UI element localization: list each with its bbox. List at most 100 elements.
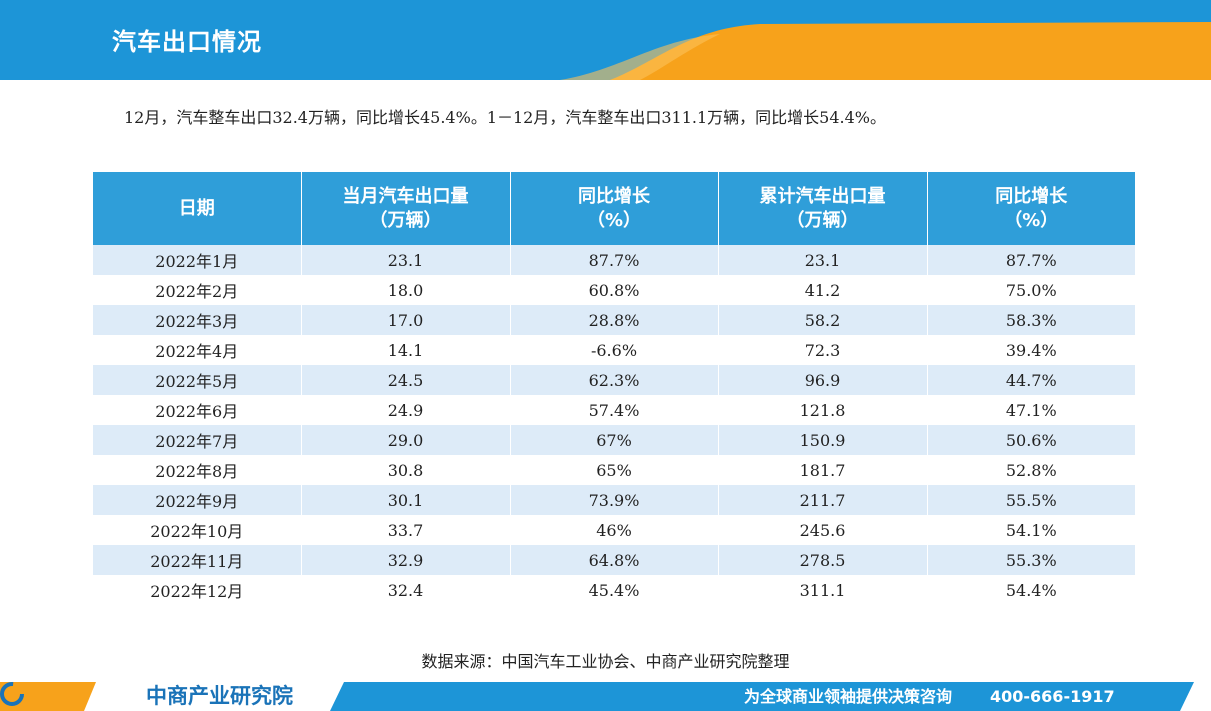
table-cell: 30.8: [301, 455, 511, 485]
table-cell: 50.6%: [927, 425, 1135, 455]
table-row: 2022年12月 32.4 45.4% 311.1 54.4%: [93, 575, 1135, 605]
table-cell: 87.7%: [927, 245, 1135, 275]
table-row: 2022年8月 30.8 65% 181.7 52.8%: [93, 455, 1135, 485]
table-cell: 44.7%: [927, 365, 1135, 395]
table-cell: 45.4%: [510, 575, 719, 605]
column-header-unit: （万辆）: [369, 209, 442, 231]
footer-bar: 中商产业研究院 为全球商业领袖提供决策咨询 400-666-1917: [0, 682, 1211, 711]
table-cell: 46%: [510, 515, 719, 545]
table-row: 2022年9月 30.1 73.9% 211.7 55.5%: [93, 485, 1135, 515]
table-cell: 60.8%: [510, 275, 719, 305]
column-header: 日期: [93, 172, 302, 245]
table-cell: 2022年2月: [93, 275, 302, 305]
table-cell: -6.6%: [510, 335, 719, 365]
table-cell: 65%: [510, 455, 719, 485]
table-cell: 24.5: [301, 365, 511, 395]
table-cell: 18.0: [301, 275, 511, 305]
table-cell: 2022年9月: [93, 485, 302, 515]
table-cell: 30.1: [301, 485, 511, 515]
zhongshang-logo-icon: [0, 682, 24, 706]
table-row: 2022年10月 33.7 46% 245.6 54.1%: [93, 515, 1135, 545]
column-header: 同比增长 （%）: [510, 172, 719, 245]
table-row: 2022年5月 24.5 62.3% 96.9 44.7%: [93, 365, 1135, 395]
table-cell: 311.1: [718, 575, 928, 605]
table-row: 2022年3月 17.0 28.8% 58.2 58.3%: [93, 305, 1135, 335]
table-cell: 54.4%: [927, 575, 1135, 605]
table-cell: 67%: [510, 425, 719, 455]
header-background: [0, 0, 1211, 80]
column-header: 累计汽车出口量 （万辆）: [718, 172, 928, 245]
column-header-unit: （万辆）: [786, 209, 859, 231]
table-cell: 41.2: [718, 275, 928, 305]
column-header: 同比增长 （%）: [927, 172, 1135, 245]
table-cell: 72.3: [718, 335, 928, 365]
table-row: 2022年2月 18.0 60.8% 41.2 75.0%: [93, 275, 1135, 305]
table-cell: 62.3%: [510, 365, 719, 395]
table-cell: 23.1: [718, 245, 928, 275]
table-row: 2022年6月 24.9 57.4% 121.8 47.1%: [93, 395, 1135, 425]
table-cell: 58.3%: [927, 305, 1135, 335]
table-cell: 2022年6月: [93, 395, 302, 425]
table-cell: 181.7: [718, 455, 928, 485]
summary-text: 12月，汽车整车出口32.4万辆，同比增长45.4%。1－12月，汽车整车出口3…: [124, 108, 886, 127]
column-header-unit: （%）: [586, 209, 642, 231]
column-header-label: 同比增长: [995, 185, 1068, 207]
phone-number: 400-666-1917: [990, 687, 1115, 706]
table-cell: 2022年1月: [93, 245, 302, 275]
table-cell: 73.9%: [510, 485, 719, 515]
page-title: 汽车出口情况: [112, 28, 262, 56]
table-cell: 2022年12月: [93, 575, 302, 605]
table-cell: 2022年3月: [93, 305, 302, 335]
table-cell: 24.9: [301, 395, 511, 425]
table-cell: 211.7: [718, 485, 928, 515]
table-cell: 55.5%: [927, 485, 1135, 515]
header-banner: 汽车出口情况: [0, 0, 1211, 80]
slogan-text: 为全球商业领袖提供决策咨询: [744, 687, 953, 706]
table-cell: 57.4%: [510, 395, 719, 425]
table-cell: 58.2: [718, 305, 928, 335]
table-row: 2022年1月 23.1 87.7% 23.1 87.7%: [93, 245, 1135, 275]
table-cell: 2022年11月: [93, 545, 302, 575]
table-cell: 54.1%: [927, 515, 1135, 545]
column-header-label: 同比增长: [578, 185, 650, 207]
table-cell: 28.8%: [510, 305, 719, 335]
table-cell: 2022年8月: [93, 455, 302, 485]
column-header-label: 累计汽车出口量: [759, 185, 886, 207]
table-cell: 2022年5月: [93, 365, 302, 395]
table-cell: 33.7: [301, 515, 511, 545]
table-row: 2022年7月 29.0 67% 150.9 50.6%: [93, 425, 1135, 455]
table-header-row: 日期 当月汽车出口量 （万辆） 同比增长 （%） 累计汽车出口量 （万辆） 同比增长 （%）: [93, 172, 1135, 245]
table-cell: 29.0: [301, 425, 511, 455]
table-cell: 64.8%: [510, 545, 719, 575]
table-cell: 75.0%: [927, 275, 1135, 305]
table-cell: 23.1: [301, 245, 511, 275]
table-cell: 39.4%: [927, 335, 1135, 365]
table-cell: 52.8%: [927, 455, 1135, 485]
table-cell: 47.1%: [927, 395, 1135, 425]
table-cell: 87.7%: [510, 245, 719, 275]
table-cell: 245.6: [718, 515, 928, 545]
table-cell: 14.1: [301, 335, 511, 365]
table-cell: 32.9: [301, 545, 511, 575]
column-header: 当月汽车出口量 （万辆）: [301, 172, 511, 245]
table-cell: 96.9: [718, 365, 928, 395]
table-row: 2022年11月 32.9 64.8% 278.5 55.3%: [93, 545, 1135, 575]
table-cell: 32.4: [301, 575, 511, 605]
export-table: 日期 当月汽车出口量 （万辆） 同比增长 （%） 累计汽车出口量 （万辆） 同比增长 （%） 2…: [93, 172, 1135, 605]
column-header-unit: （%）: [1004, 209, 1059, 231]
column-header-label: 当月汽车出口量: [342, 185, 469, 207]
table-cell: 2022年10月: [93, 515, 302, 545]
table-cell: 150.9: [718, 425, 928, 455]
footer-background: [0, 682, 1194, 711]
table-cell: 2022年4月: [93, 335, 302, 365]
data-source: 数据来源：中国汽车工业协会、中商产业研究院整理: [421, 652, 790, 671]
logo-text: 中商产业研究院: [146, 684, 293, 708]
table-body: 2022年1月 23.1 87.7% 23.1 87.7% 2022年2月 18.0 60.8…: [93, 245, 1135, 605]
table-cell: 2022年7月: [93, 425, 302, 455]
column-header-label: 日期: [178, 197, 215, 219]
table-cell: 121.8: [718, 395, 928, 425]
table-row: 2022年4月 14.1 -6.6% 72.3 39.4%: [93, 335, 1135, 365]
table-cell: 278.5: [718, 545, 928, 575]
table-cell: 17.0: [301, 305, 511, 335]
table-cell: 55.3%: [927, 545, 1135, 575]
